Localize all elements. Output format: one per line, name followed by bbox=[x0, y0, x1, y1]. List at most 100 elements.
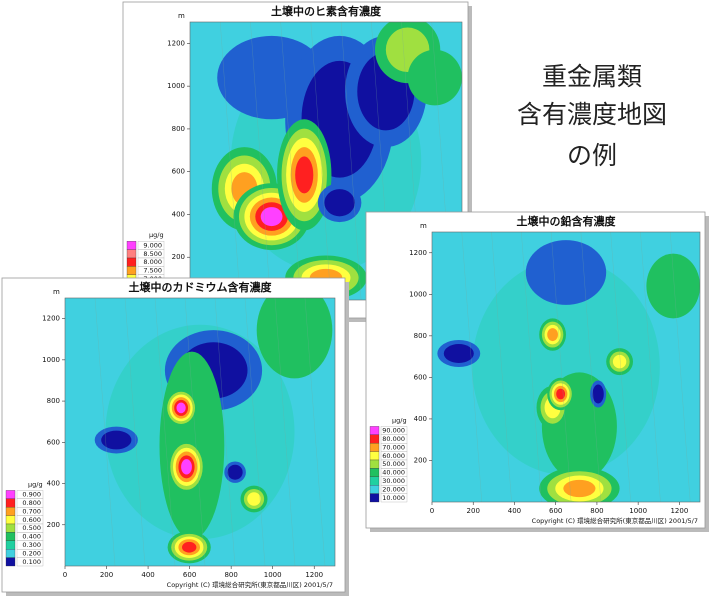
street-line bbox=[550, 232, 572, 502]
y-tick-label: 1000 bbox=[167, 82, 185, 90]
legend-label: 0.200 bbox=[22, 549, 41, 557]
legend-swatch bbox=[369, 426, 380, 435]
legend-label: 20.000 bbox=[382, 485, 405, 493]
map-zone bbox=[247, 492, 261, 506]
legend-label: 0.600 bbox=[22, 516, 41, 524]
y-tick-label: 1200 bbox=[167, 39, 185, 47]
y-tick-label: 800 bbox=[172, 125, 185, 133]
x-tick-label: 400 bbox=[141, 571, 154, 579]
legend-swatch bbox=[5, 507, 16, 516]
x-tick-label: 1000 bbox=[629, 507, 647, 515]
y-tick-label: 400 bbox=[414, 415, 427, 423]
y-tick-label: 1200 bbox=[42, 315, 60, 323]
street-line bbox=[280, 22, 301, 300]
legend-swatch bbox=[126, 257, 137, 267]
y-tick-label: 200 bbox=[414, 456, 427, 464]
legend-label: 0.500 bbox=[22, 524, 41, 532]
legend-swatch bbox=[126, 249, 137, 259]
map-zone bbox=[295, 156, 314, 194]
x-tick-label: 0 bbox=[430, 507, 434, 515]
street-line bbox=[640, 232, 661, 502]
street-line bbox=[214, 298, 236, 566]
legend-label: 8.000 bbox=[143, 258, 162, 266]
map-zone bbox=[592, 384, 604, 404]
heading-line: 含有濃度地図 bbox=[517, 100, 667, 129]
legend-swatch bbox=[5, 515, 16, 525]
legend-unit: μg/g bbox=[149, 231, 164, 239]
y-tick-label: 800 bbox=[414, 332, 427, 340]
legend-swatch bbox=[369, 485, 380, 494]
y-tick-label: 200 bbox=[47, 521, 60, 529]
legend-swatch bbox=[5, 549, 16, 558]
street-line bbox=[274, 298, 296, 566]
map-panel: 土壌中のカドミウム含有濃度 m 200 400 600 800 1000 1200 0 200 40… bbox=[1, 277, 349, 596]
street-line bbox=[580, 232, 602, 502]
legend-swatch bbox=[5, 523, 16, 533]
x-tick-label: 200 bbox=[467, 507, 480, 515]
legend-box bbox=[16, 557, 44, 567]
x-tick-label: 800 bbox=[590, 507, 603, 515]
map-zone bbox=[612, 354, 627, 369]
legend-swatch bbox=[5, 490, 16, 499]
map-zone bbox=[563, 479, 596, 498]
legend-swatch bbox=[5, 557, 16, 567]
legend-label: 0.400 bbox=[22, 533, 41, 541]
map-zone bbox=[227, 464, 243, 480]
map-panel: 土壌中の鉛含有濃度 m 200 400 600 800 1000 1200 0 200 400 600… bbox=[365, 211, 709, 532]
x-tick-label: 800 bbox=[224, 571, 237, 579]
legend-label: 0.100 bbox=[22, 558, 41, 566]
street-line bbox=[184, 298, 206, 566]
axis-unit: m bbox=[53, 288, 60, 296]
x-tick-label: 200 bbox=[100, 571, 113, 579]
legend-label: 0.300 bbox=[22, 541, 41, 549]
legend-label: 50.000 bbox=[382, 460, 405, 468]
x-tick-label: 1200 bbox=[670, 507, 688, 515]
copyright: Copyright (C) 環境総合研究所(東京都品川区) 2001/5/7 bbox=[167, 580, 333, 589]
y-tick-label: 200 bbox=[172, 253, 185, 261]
y-tick-label: 1200 bbox=[409, 249, 427, 257]
street-line bbox=[610, 232, 631, 502]
map-zone bbox=[260, 207, 283, 227]
legend-label: 7.500 bbox=[143, 267, 162, 275]
map-zone bbox=[547, 328, 558, 342]
map-zone bbox=[525, 240, 607, 305]
legend-unit: μg/g bbox=[28, 480, 43, 488]
map-zone bbox=[176, 402, 186, 414]
street-line bbox=[220, 22, 241, 300]
street-line bbox=[124, 298, 146, 566]
legend-swatch bbox=[369, 451, 380, 461]
street-line bbox=[94, 298, 116, 566]
y-tick-label: 400 bbox=[172, 210, 185, 218]
legend-label: 8.500 bbox=[143, 250, 162, 258]
legend-box bbox=[380, 493, 408, 503]
plot-frame bbox=[431, 231, 701, 503]
panel-title: 土壌中の鉛含有濃度 bbox=[517, 214, 617, 228]
map-zone bbox=[101, 430, 132, 450]
legend-label: 40.000 bbox=[382, 469, 405, 477]
map-zone bbox=[443, 344, 474, 363]
axis-unit: m bbox=[420, 222, 427, 230]
x-tick-label: 600 bbox=[549, 507, 562, 515]
x-tick-label: 1200 bbox=[305, 571, 323, 579]
street-line bbox=[310, 22, 332, 300]
map-area bbox=[432, 232, 700, 502]
legend-swatch bbox=[5, 498, 16, 508]
map-zone bbox=[324, 189, 355, 217]
legend-label: 0.900 bbox=[22, 491, 41, 499]
legend-label: 80.000 bbox=[382, 435, 405, 443]
y-tick-label: 600 bbox=[414, 373, 427, 381]
x-tick-label: 600 bbox=[183, 571, 196, 579]
x-tick-label: 0 bbox=[63, 571, 67, 579]
legend-label: 70.000 bbox=[382, 443, 405, 451]
y-tick-label: 600 bbox=[172, 168, 185, 176]
legend-swatch bbox=[126, 241, 137, 250]
x-tick-label: 1000 bbox=[264, 571, 282, 579]
street-line bbox=[461, 232, 482, 502]
map-zone bbox=[646, 253, 700, 319]
legend-swatch bbox=[5, 540, 16, 550]
panel-title: 土壌中のカドミウム含有濃度 bbox=[129, 280, 273, 294]
map-zone bbox=[182, 541, 197, 553]
legend-swatch bbox=[369, 443, 380, 452]
